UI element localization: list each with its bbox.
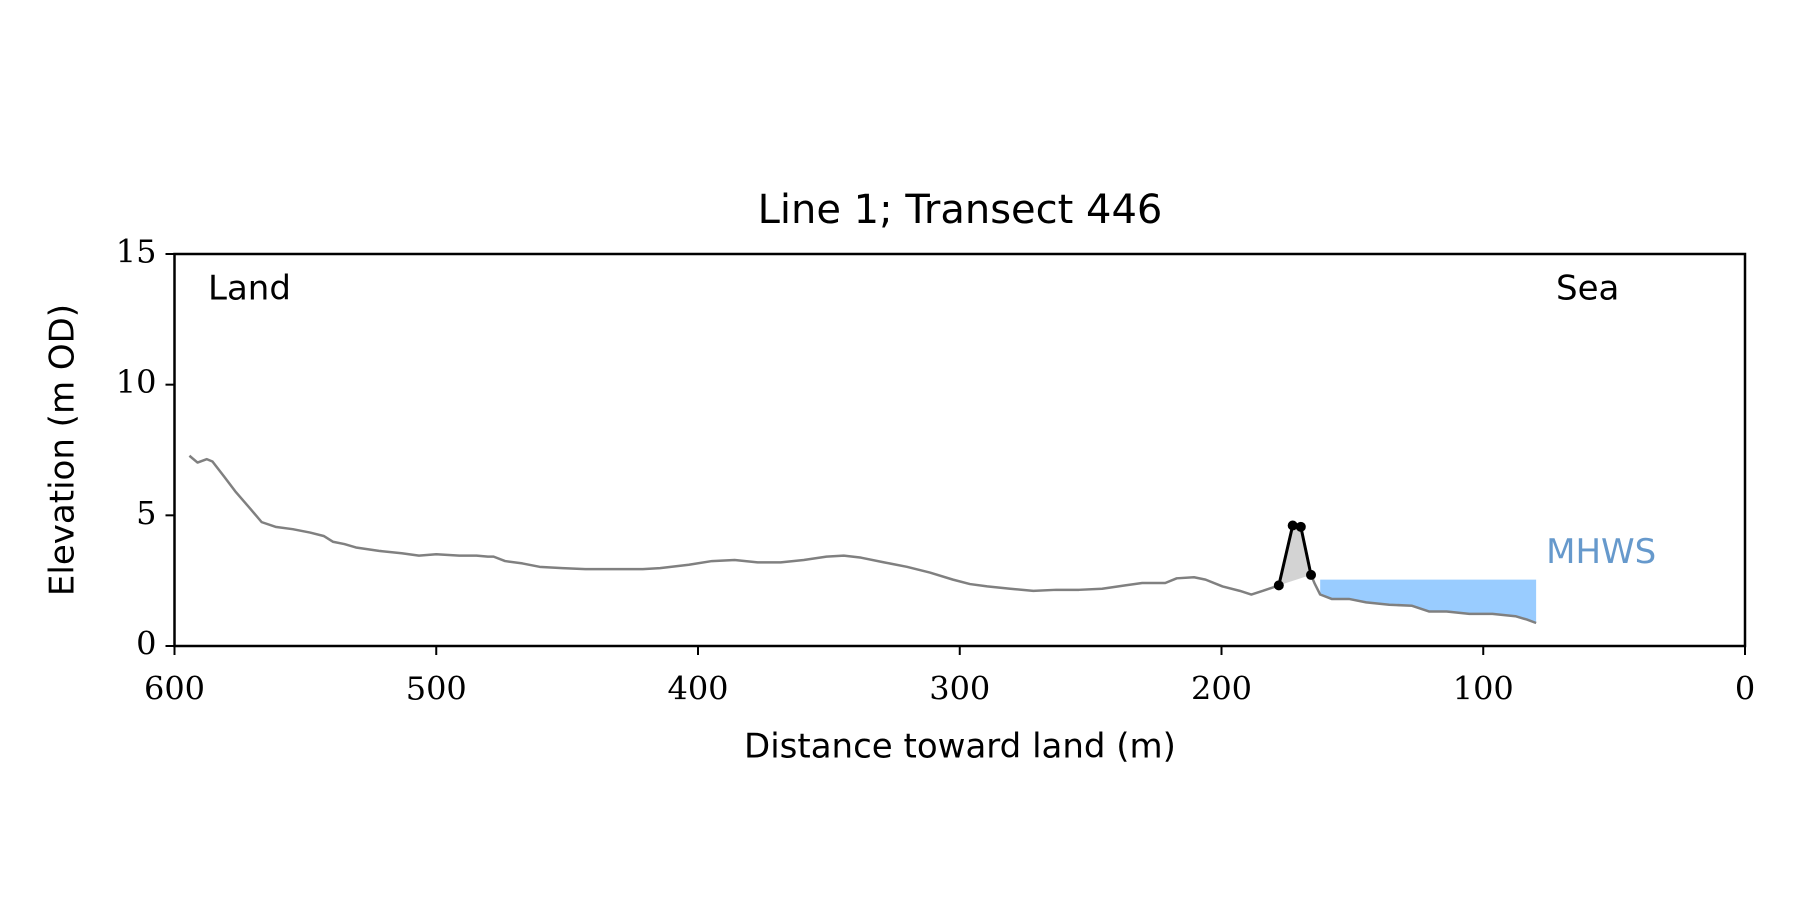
x-tick-label: 300: [929, 670, 990, 708]
chart-title: Line 1; Transect 446: [758, 187, 1163, 233]
x-tick-label: 400: [667, 670, 728, 708]
x-tick-label: 500: [406, 670, 467, 708]
mhws-fill: [1320, 579, 1537, 624]
y-tick-label: 0: [136, 625, 156, 663]
point-marker: [1273, 580, 1284, 591]
y-tick-label: 10: [116, 363, 157, 401]
annotation: Sea: [1556, 269, 1619, 309]
x-tick-label: 600: [144, 670, 205, 708]
point-marker: [1306, 569, 1317, 580]
profile-line: [188, 454, 1537, 625]
x-tick-label: 200: [1191, 670, 1252, 708]
x-tick-label: 100: [1453, 670, 1514, 708]
x-tick-label: 0: [1735, 670, 1755, 708]
point-marker: [1287, 520, 1298, 531]
y-tick-label: 5: [136, 494, 156, 532]
y-axis-label: Elevation (m OD): [43, 304, 83, 596]
mhws-label: MHWS: [1546, 532, 1656, 572]
x-axis-label: Distance toward land (m): [744, 727, 1176, 767]
point-marker: [1295, 521, 1306, 532]
annotation: Land: [208, 269, 291, 309]
y-tick-label: 15: [116, 233, 157, 271]
